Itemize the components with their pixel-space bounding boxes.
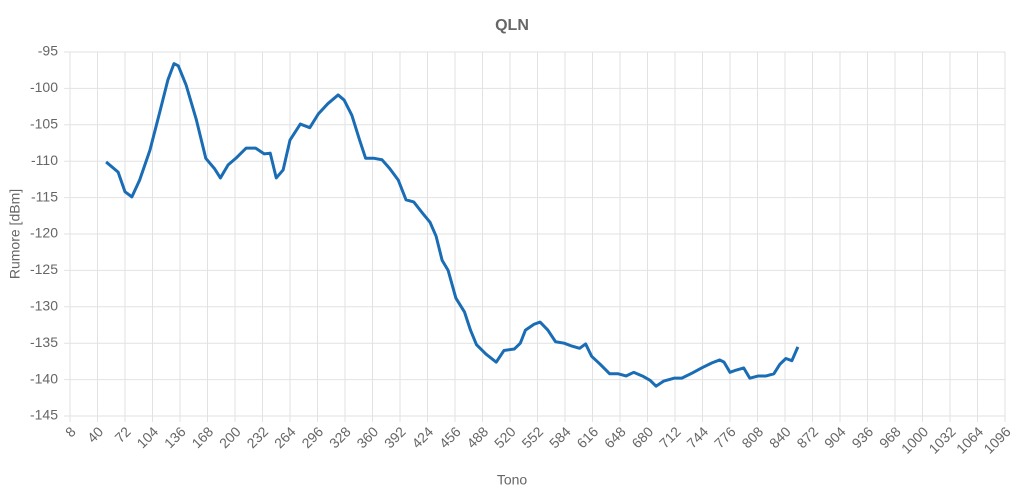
x-tick-label: 1000 xyxy=(898,423,931,456)
y-tick-label: -120 xyxy=(30,225,58,241)
x-tick-label: 904 xyxy=(821,423,849,451)
y-tick-label: -100 xyxy=(30,79,58,95)
x-tick-label: 392 xyxy=(381,423,409,451)
y-tick-label: -130 xyxy=(30,298,58,314)
x-tick-label: 648 xyxy=(601,423,629,451)
x-tick-label: 552 xyxy=(518,423,546,451)
x-tick-label: 776 xyxy=(711,423,739,451)
x-tick-label: 40 xyxy=(84,423,106,445)
y-tick-label: -125 xyxy=(30,261,58,277)
x-tick-label: 1064 xyxy=(953,423,986,456)
x-tick-label: 808 xyxy=(738,423,766,451)
x-tick-label: 136 xyxy=(161,423,189,451)
x-tick-label: 424 xyxy=(408,423,436,451)
y-tick-label: -95 xyxy=(38,43,58,59)
x-tick-label: 680 xyxy=(628,423,656,451)
x-tick-label: 72 xyxy=(111,423,133,445)
x-tick-label: 264 xyxy=(271,423,299,451)
x-tick-label: 616 xyxy=(573,423,601,451)
y-axis-label: Rumore [dBm] xyxy=(7,189,23,279)
y-tick-label: -105 xyxy=(30,116,58,132)
y-tick-label: -145 xyxy=(30,407,58,423)
y-tick-label: -115 xyxy=(31,188,58,204)
chart-title: QLN xyxy=(495,17,529,34)
x-tick-label: 200 xyxy=(216,423,244,451)
x-tick-label: 744 xyxy=(683,423,711,451)
x-tick-label: 520 xyxy=(491,423,519,451)
x-tick-label: 488 xyxy=(463,423,491,451)
x-tick-label: 840 xyxy=(766,423,794,451)
x-tick-label: 584 xyxy=(546,423,574,451)
x-tick-label: 104 xyxy=(133,423,161,451)
x-tick-label: 936 xyxy=(848,423,876,451)
x-tick-label: 8 xyxy=(62,423,79,440)
x-tick-label: 360 xyxy=(353,423,381,451)
x-axis-label: Tono xyxy=(497,472,528,488)
x-tick-label: 1096 xyxy=(980,423,1013,456)
x-tick-label: 232 xyxy=(243,423,271,451)
y-tick-label: -110 xyxy=(31,152,58,168)
y-tick-label: -135 xyxy=(30,334,58,350)
data-line xyxy=(105,62,800,388)
x-tick-label: 296 xyxy=(298,423,326,451)
x-tick-label: 872 xyxy=(793,423,821,451)
y-tick-label: -140 xyxy=(30,370,58,386)
x-tick-label: 168 xyxy=(188,423,216,451)
x-tick-label: 712 xyxy=(656,423,684,451)
x-tick-label: 328 xyxy=(326,423,354,451)
x-tick-label: 456 xyxy=(436,423,464,451)
x-tick-label: 1032 xyxy=(925,423,958,456)
